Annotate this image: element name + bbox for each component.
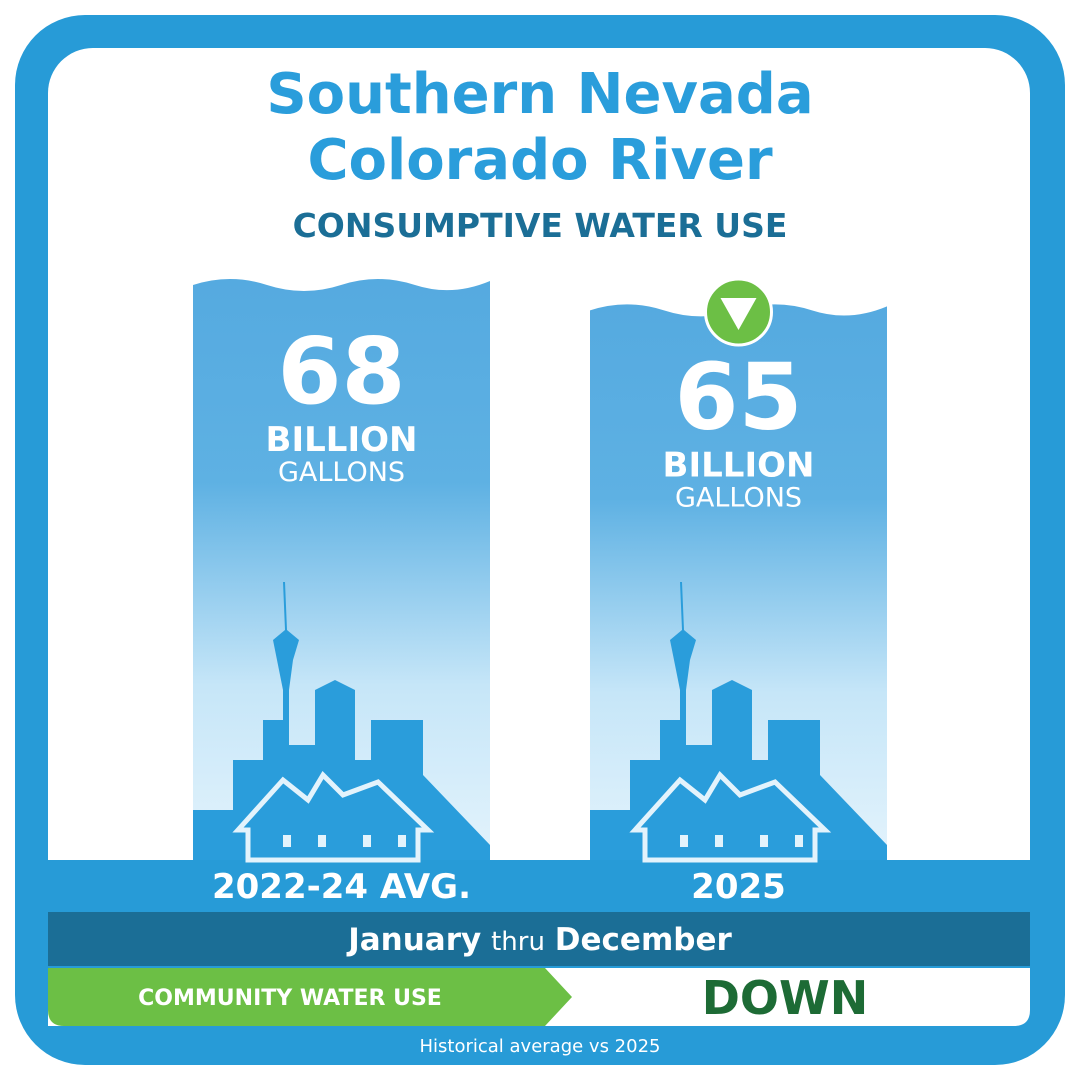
skyline — [193, 582, 490, 863]
unit-label: BILLION — [663, 445, 815, 485]
window — [318, 835, 326, 847]
period-end: December — [555, 922, 733, 958]
window — [363, 835, 371, 847]
window — [715, 835, 723, 847]
down-arrow — [720, 298, 757, 330]
label-band — [48, 860, 1030, 912]
subtitle: CONSUMPTIVE WATER USE — [292, 206, 788, 245]
value-label: 65 — [674, 343, 802, 450]
window — [680, 835, 688, 847]
window — [283, 835, 291, 847]
title: Southern Nevada Colorado River — [266, 62, 814, 193]
community-arrow — [48, 968, 572, 1026]
x-tick-label: 2025 — [691, 867, 786, 907]
window — [795, 835, 803, 847]
value-label: 68 — [277, 318, 405, 425]
unit-label: GALLONS — [278, 457, 405, 488]
community-label: COMMUNITY WATER USE — [138, 986, 442, 1011]
window — [760, 835, 768, 847]
period-band — [48, 912, 1030, 966]
skyline-shape — [193, 582, 490, 860]
period-start: January — [346, 922, 481, 958]
unit-label: BILLION — [266, 420, 418, 460]
bar — [193, 279, 490, 860]
skyline-shape — [590, 582, 887, 860]
unit-label: GALLONS — [675, 482, 802, 513]
footnote: Historical average vs 2025 — [419, 1036, 660, 1057]
period-thru: thru — [491, 927, 545, 957]
x-tick-label: 2022-24 AVG. — [212, 867, 471, 907]
skyline — [590, 582, 887, 863]
window — [398, 835, 406, 847]
trend: DOWN — [702, 971, 869, 1025]
period: January thru December — [346, 922, 732, 958]
